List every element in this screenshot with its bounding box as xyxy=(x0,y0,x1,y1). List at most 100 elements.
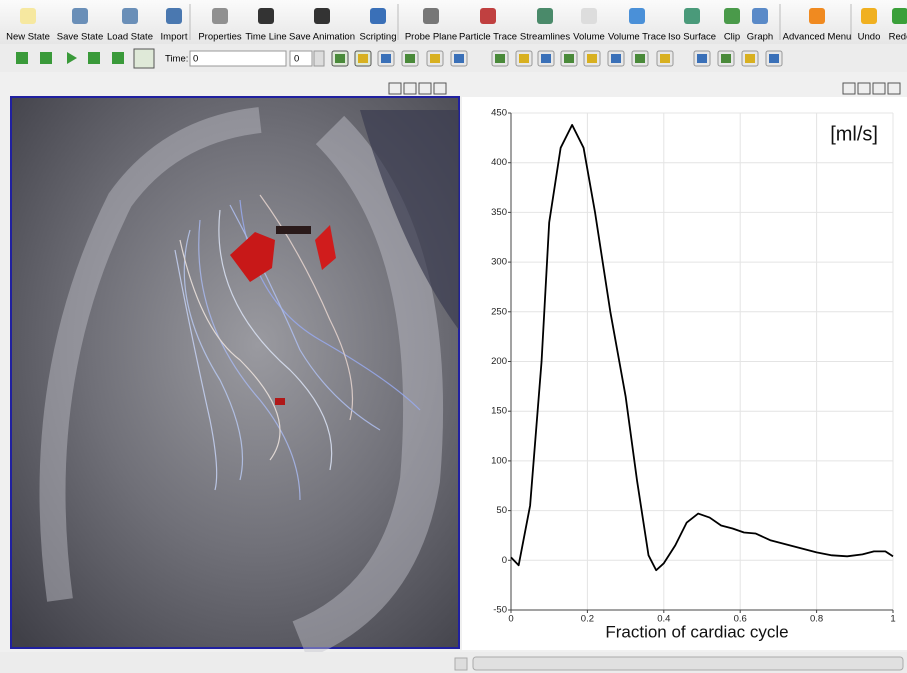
prev-frame-button[interactable] xyxy=(40,52,52,64)
toolbar-button[interactable]: Volume xyxy=(573,8,605,43)
tool-icon xyxy=(381,54,391,63)
next-frame-button[interactable] xyxy=(88,52,100,64)
toolbar-button[interactable]: Save Animation xyxy=(289,8,355,43)
button-label: Streamlines xyxy=(520,32,570,43)
split-v-button[interactable] xyxy=(388,82,402,95)
toolbar-button[interactable]: Streamlines xyxy=(520,8,570,43)
button-label: Particle Trace xyxy=(459,32,517,43)
anatomy-shape xyxy=(39,107,262,602)
button-label: Volume Trace xyxy=(608,32,666,43)
button-icon xyxy=(20,8,36,24)
time-label: Time: xyxy=(165,54,188,65)
tool-icon xyxy=(697,54,707,63)
toolbar-button[interactable]: Scripting xyxy=(360,8,397,43)
tool-icon xyxy=(358,54,368,63)
valve-region xyxy=(275,398,285,405)
step-input[interactable] xyxy=(289,50,313,67)
split-v-button[interactable] xyxy=(842,82,856,95)
button-icon xyxy=(480,8,496,24)
button-label: Scripting xyxy=(360,32,397,43)
streamline xyxy=(218,209,333,471)
button-label: Redo xyxy=(889,32,907,43)
button-label: Save State xyxy=(57,32,103,43)
button-icon xyxy=(581,8,597,24)
tool-icon xyxy=(405,54,415,63)
split-h-button[interactable] xyxy=(403,82,417,95)
button-icon xyxy=(724,8,740,24)
button-icon xyxy=(423,8,439,24)
toolbar-button[interactable]: Particle Trace xyxy=(459,8,517,43)
toolbar-button[interactable]: Clip xyxy=(724,8,740,43)
toolbar-button[interactable]: Load State xyxy=(107,8,153,43)
loop-button[interactable] xyxy=(133,48,155,69)
view-tools xyxy=(331,50,783,67)
close-button[interactable] xyxy=(433,82,447,95)
button-icon xyxy=(122,8,138,24)
time-input[interactable] xyxy=(189,50,287,67)
y-tick-label: -50 xyxy=(493,605,507,616)
tool-icon xyxy=(495,54,505,63)
button-label: Time Line xyxy=(245,32,286,43)
toolbar-button[interactable]: Redo xyxy=(889,8,907,43)
x-tick-label: 0.6 xyxy=(734,614,747,625)
button-label: Import xyxy=(161,32,188,43)
toolbar-button[interactable]: Properties xyxy=(198,8,242,43)
button-label: Probe Plane xyxy=(405,32,457,43)
toolbar-button[interactable]: Time Line xyxy=(245,8,287,43)
x-tick-label: 0.2 xyxy=(581,614,594,625)
play-button[interactable] xyxy=(67,52,77,64)
step-value: 0 xyxy=(294,54,299,65)
streamline xyxy=(183,229,244,481)
button-label: Advanced Menu xyxy=(783,32,852,43)
streamline xyxy=(179,239,281,461)
button-label: Volume xyxy=(573,32,605,43)
y-tick-label: 450 xyxy=(491,108,507,119)
maximize-button[interactable] xyxy=(872,82,886,95)
tool-icon xyxy=(635,54,645,63)
toolbar-button[interactable]: New State xyxy=(6,8,50,43)
x-tick-label: 0 xyxy=(508,614,513,625)
button-label: Properties xyxy=(198,32,242,43)
y-tick-label: 400 xyxy=(491,157,507,168)
tool-icon xyxy=(611,54,621,63)
button-icon xyxy=(809,8,825,24)
left-panel-controls xyxy=(388,82,447,95)
split-h-button[interactable] xyxy=(857,82,871,95)
tool-icon xyxy=(587,54,597,63)
button-icon xyxy=(537,8,553,24)
unit-annotation: [ml/s] xyxy=(830,123,878,145)
step-spinner[interactable] xyxy=(313,50,325,67)
maximize-button[interactable] xyxy=(418,82,432,95)
time-value: 0 xyxy=(193,54,198,65)
status-button[interactable] xyxy=(454,657,468,671)
tool-icon xyxy=(335,54,345,63)
toolbar-button[interactable]: Import xyxy=(161,8,188,43)
button-label: Iso Surface xyxy=(668,32,716,43)
chart: [ml/s] Fraction of cardiac cycle -500501… xyxy=(491,108,896,642)
tool-icon xyxy=(721,54,731,63)
first-frame-button[interactable] xyxy=(16,52,28,64)
tool-icon xyxy=(430,54,440,63)
close-button[interactable] xyxy=(887,82,901,95)
toolbar-button[interactable]: Iso Surface xyxy=(668,8,716,43)
toolbar-button[interactable]: Graph xyxy=(747,8,773,43)
data-line xyxy=(510,124,894,572)
last-frame-button[interactable] xyxy=(112,52,124,64)
anatomy-shape xyxy=(360,110,459,330)
y-tick-label: 150 xyxy=(491,406,507,417)
button-icon xyxy=(370,8,386,24)
toolbar-button[interactable]: Undo xyxy=(858,8,881,43)
x-axis-title: Fraction of cardiac cycle xyxy=(605,622,788,641)
toolbar-button[interactable]: Save State xyxy=(57,8,103,43)
mri-background xyxy=(10,96,460,649)
toolbar-button[interactable]: Volume Trace xyxy=(608,8,666,43)
valve-region xyxy=(230,232,275,282)
tool-icon xyxy=(519,54,529,63)
toolbar-button[interactable]: Probe Plane xyxy=(405,8,457,43)
toolbar-button[interactable]: Advanced Menu xyxy=(783,8,852,43)
button-icon xyxy=(314,8,330,24)
y-tick-label: 300 xyxy=(491,257,507,268)
button-label: Undo xyxy=(858,32,881,43)
right-panel-controls xyxy=(842,82,901,95)
button-icon xyxy=(212,8,228,24)
